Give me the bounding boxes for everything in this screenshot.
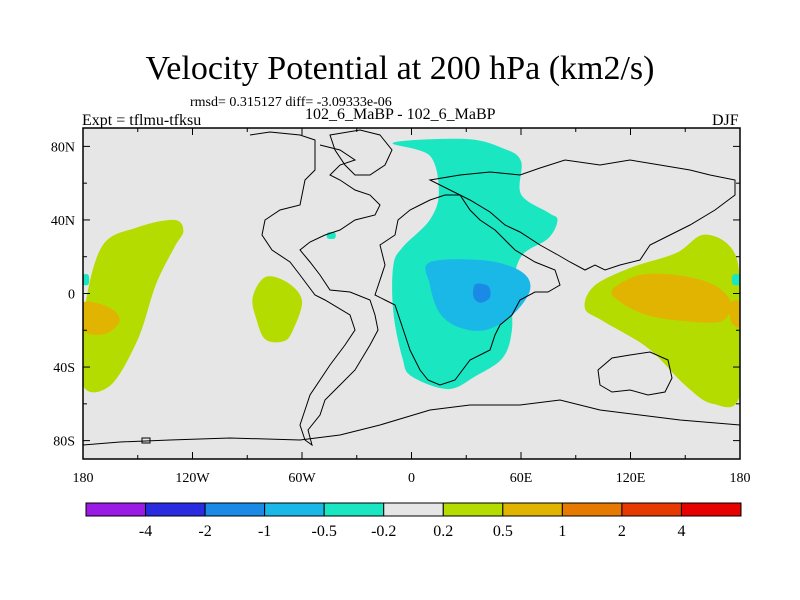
colorbar-label: 2	[618, 523, 626, 540]
x-tick-label: 0	[408, 471, 415, 486]
contour-central-negative-core	[473, 283, 491, 303]
y-tick-label: 80N	[51, 140, 75, 155]
contour-east-edge-negative	[731, 273, 740, 286]
colorbar-swatch	[264, 502, 325, 517]
y-axis: 80N 40N 0 40S 80S	[51, 140, 740, 450]
x-tick-label: 120E	[616, 471, 646, 486]
contour-pacific-orange-west	[83, 301, 120, 335]
colorbar-label: 4	[677, 523, 685, 540]
x-axis: 180 120W 60W 0 60E 120E 180	[73, 128, 751, 486]
colorbar-label: 1	[558, 523, 566, 540]
coastline-asia	[428, 159, 736, 271]
colorbar-label: -1	[258, 523, 271, 540]
colorbar-swatch	[621, 502, 682, 517]
colorbar-label: -0.5	[312, 523, 337, 540]
colorbar-label: -2	[198, 523, 211, 540]
y-tick-label: 0	[68, 288, 75, 303]
contour-fields	[83, 138, 740, 408]
colorbar-swatch	[204, 502, 266, 517]
chart-title: Velocity Potential at 200 hPa (km2/s)	[145, 50, 655, 87]
contour-maritime-continent-orange	[611, 273, 732, 323]
y-tick-label: 40N	[51, 214, 75, 229]
contour-west-edge-negative	[83, 273, 90, 286]
colorbar-swatch	[442, 502, 504, 517]
contour-east-edge-orange	[729, 300, 740, 328]
y-tick-label: 80S	[53, 435, 75, 450]
colorbar-label: -0.2	[371, 523, 396, 540]
x-tick-label: 180	[730, 471, 751, 486]
colorbar-swatch	[85, 502, 147, 517]
coastline-antarctica	[83, 399, 740, 446]
case-label: 102_6_MaBP - 102_6_MaBP	[305, 106, 496, 123]
coastline-greenland	[329, 129, 393, 176]
stats-label: rmsd= 0.315127 diff= -3.09333e-06	[190, 95, 392, 110]
colorbar-label: -4	[139, 523, 152, 540]
experiment-label: Expt = tflmu-tfksu	[82, 112, 202, 129]
x-tick-label: 120W	[175, 471, 210, 486]
colorbar: -4 -2 -1 -0.5 -0.2 0.2 0.5 1 2 4	[85, 502, 742, 540]
colorbar-swatch	[383, 502, 444, 517]
coastlines	[83, 129, 740, 447]
colorbar-label: 0.2	[433, 523, 453, 540]
contour-north-atlantic-positive	[252, 276, 303, 343]
season-label: DJF	[712, 112, 739, 129]
contour-north-pacific-positive	[83, 219, 184, 393]
colorbar-swatch	[561, 502, 623, 517]
x-tick-label: 60E	[510, 471, 533, 486]
coastline-americas	[249, 131, 381, 447]
x-tick-label: 180	[73, 471, 94, 486]
colorbar-swatch	[680, 502, 742, 517]
colorbar-swatch	[502, 502, 563, 517]
coastline-island-small	[141, 437, 151, 444]
contour-maritime-continent-positive	[584, 234, 740, 408]
y-tick-label: 40S	[53, 361, 75, 376]
colorbar-swatch	[145, 502, 206, 517]
colorbar-label: 0.5	[493, 523, 513, 540]
x-tick-label: 60W	[288, 471, 316, 486]
coastline-europe-africa	[374, 194, 561, 386]
colorbar-swatch	[323, 502, 385, 517]
coastline-australia	[597, 351, 673, 396]
